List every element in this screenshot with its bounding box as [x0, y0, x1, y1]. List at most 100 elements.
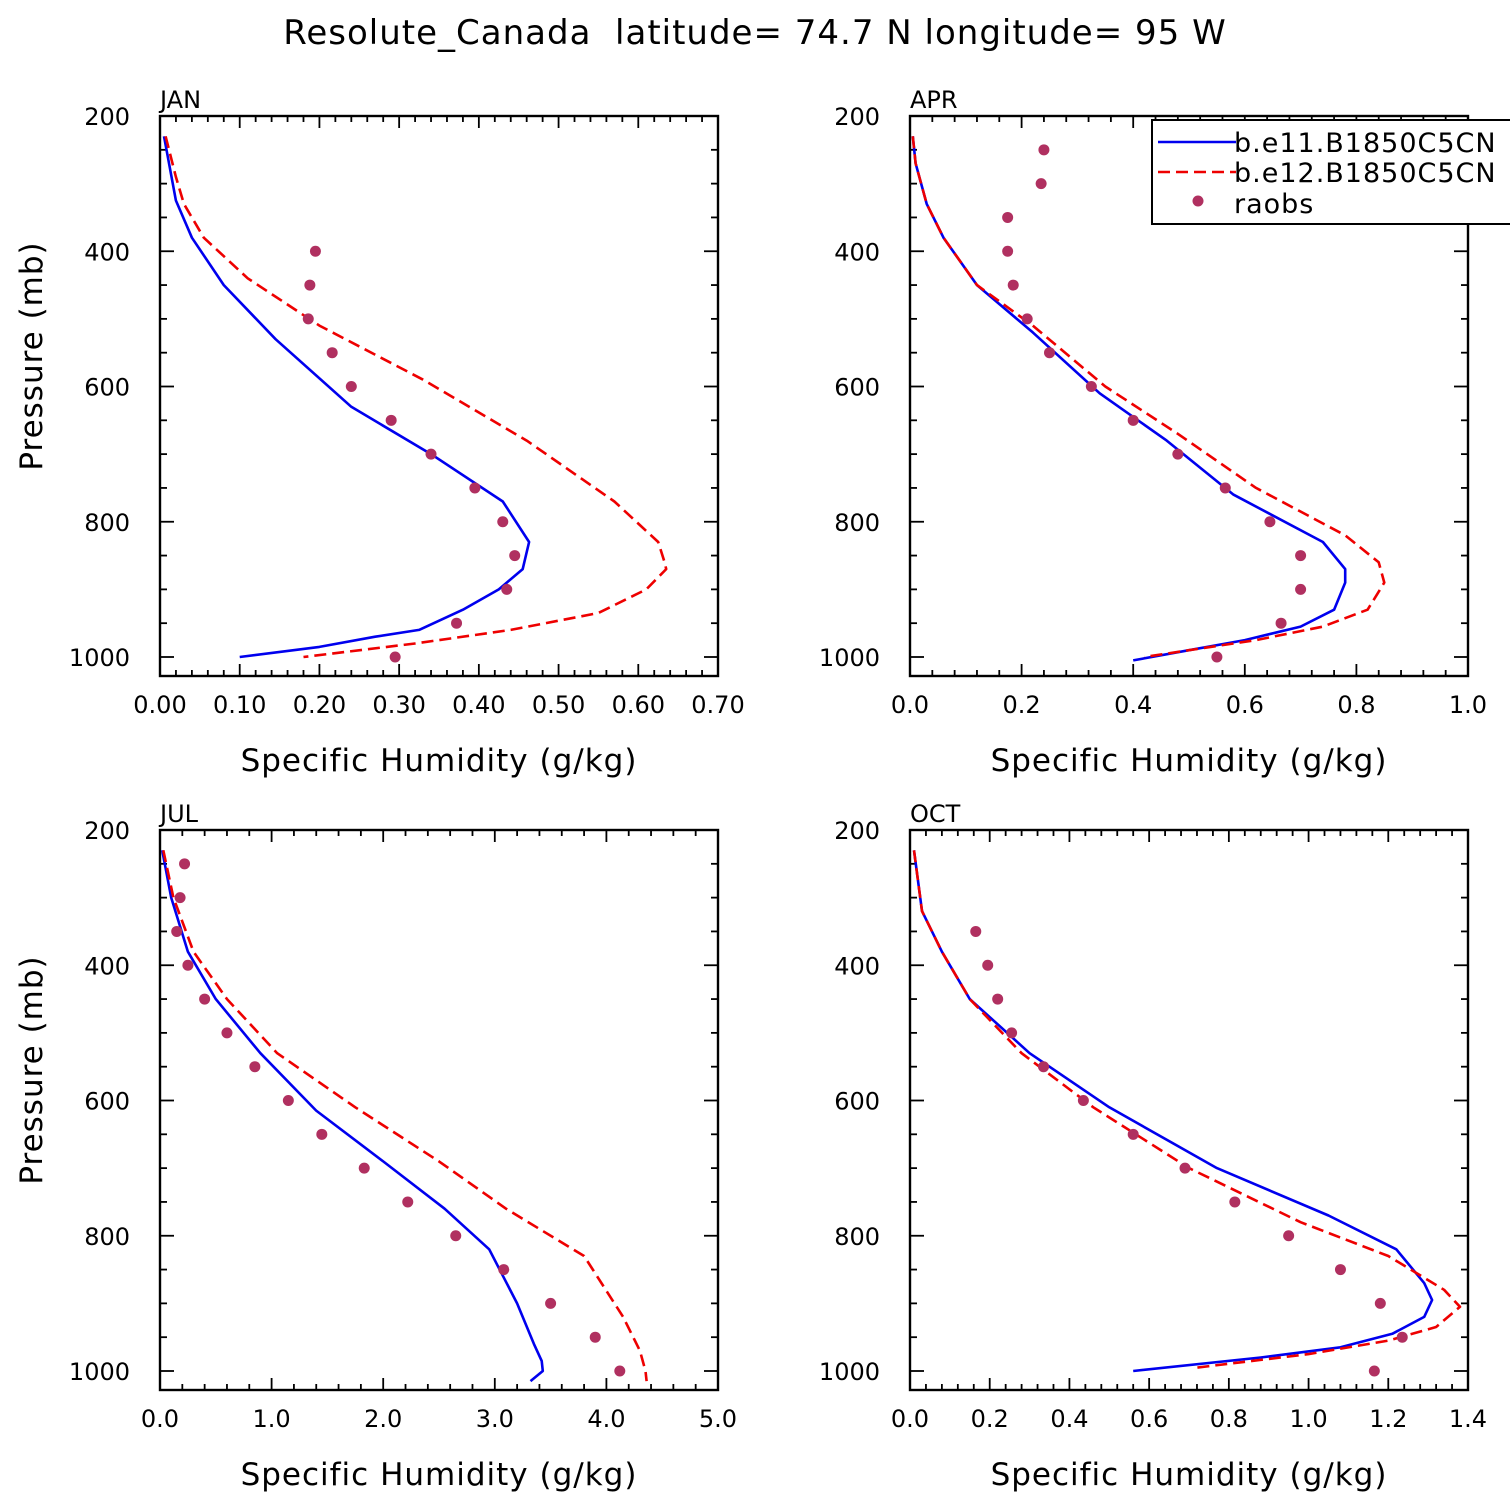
raobs-point [1021, 313, 1033, 325]
x-tick-label: 0.4 [1114, 691, 1152, 719]
y-tick-label: 200 [834, 817, 880, 845]
x-tick-label: 4.0 [587, 1405, 625, 1433]
raobs-point [1038, 1061, 1050, 1073]
x-tick-label: 0.50 [532, 691, 585, 719]
raobs-point [1077, 1095, 1089, 1106]
y-tick-label: 600 [834, 374, 880, 402]
x-tick-label: 0.30 [372, 691, 425, 719]
raobs-point [425, 448, 437, 460]
raobs-point [970, 925, 982, 937]
model-line-e12 [164, 135, 668, 659]
raobs-point [589, 1331, 601, 1343]
raobs-point [1035, 178, 1047, 190]
chart-panels: JAN 0.00 0.10 0.20 0.30 0.40 0.50 0.60 0.70 200 40… [14, 86, 1510, 1493]
x-tick-label: 0.40 [452, 691, 505, 719]
raobs-point [389, 651, 401, 663]
raobs-point [982, 959, 994, 971]
x-tick-label: 1.0 [253, 1405, 291, 1433]
model-line-e12 [911, 136, 1386, 659]
raobs-point [304, 279, 316, 291]
y-tick-label: 400 [834, 952, 880, 980]
raobs-point [1396, 1331, 1408, 1343]
raobs-point [385, 414, 397, 426]
figure-title: Resolute_Canada latitude= 74.7 N longitu… [283, 13, 1226, 53]
raobs-point [1264, 516, 1276, 528]
legend-entry-label: raobs [1234, 189, 1314, 220]
raobs-point [1172, 448, 1184, 460]
legend-entry-label: b.e12.B1850C5CN [1234, 158, 1497, 189]
x-tick-label: 0.0 [141, 1405, 179, 1433]
y-tick-label: 400 [834, 238, 880, 266]
x-tick-label: 0.60 [612, 691, 665, 719]
x-tick-label: 1.0 [1449, 691, 1487, 719]
x-tick-label: 0.20 [293, 691, 346, 719]
raobs-point [1368, 1365, 1380, 1377]
x-tick-label: 0.6 [1130, 1405, 1168, 1433]
raobs-point [501, 583, 513, 595]
raobs-point [450, 1230, 462, 1242]
legend-entry-label: b.e11.B1850C5CN [1234, 128, 1497, 159]
plot-frame [158, 828, 720, 1392]
y-tick-label: 600 [834, 1088, 880, 1116]
raobs-point [1275, 617, 1287, 629]
raobs-point [1219, 482, 1231, 494]
raobs-point [1211, 651, 1223, 663]
model-line-e12 [162, 850, 648, 1382]
raobs-point [179, 858, 191, 870]
raobs-point [1374, 1297, 1386, 1309]
x-axis-label: Specific Humidity (g/kg) [241, 743, 638, 779]
raobs-point [249, 1061, 261, 1073]
raobs-point [1002, 211, 1014, 223]
raobs-point [174, 892, 186, 904]
raobs-point [358, 1162, 370, 1174]
x-tick-label: 2.0 [364, 1405, 402, 1433]
raobs-point [1295, 583, 1307, 595]
raobs-point [316, 1128, 328, 1140]
raobs-point [302, 313, 314, 325]
raobs-point [1127, 1128, 1139, 1140]
plot-frame [158, 114, 720, 678]
x-tick-label: 0.8 [1337, 691, 1375, 719]
x-tick-label: 3.0 [476, 1405, 514, 1433]
y-tick-label: 800 [84, 1223, 130, 1251]
x-tick-label: 0.70 [691, 691, 744, 719]
raobs-point [1007, 279, 1019, 291]
raobs-point [614, 1365, 626, 1377]
raobs-point [1044, 347, 1055, 359]
panel-jul: JUL 0.0 1.0 2.0 3.0 4.0 5.0 200 400 600 800 1000 Spe… [14, 800, 737, 1493]
plot-frame [908, 828, 1470, 1392]
y-axis-label: Pressure (mb) [14, 241, 50, 470]
raobs-point [497, 516, 509, 528]
panel-jan: JAN 0.00 0.10 0.20 0.30 0.40 0.50 0.60 0.70 200 40… [14, 86, 745, 779]
y-tick-label: 1000 [819, 1358, 880, 1386]
raobs-point [1283, 1230, 1295, 1242]
y-tick-label: 800 [834, 509, 880, 537]
plot-frame [908, 114, 1470, 678]
raobs-point [498, 1264, 510, 1276]
x-tick-label: 5.0 [699, 1405, 737, 1433]
raobs-point [402, 1196, 414, 1208]
raobs-point [1179, 1162, 1191, 1174]
y-tick-label: 1000 [819, 644, 880, 672]
y-tick-label: 200 [84, 103, 130, 131]
raobs-point [469, 482, 481, 494]
raobs-point [451, 617, 463, 629]
raobs-point [309, 245, 321, 257]
y-tick-label: 1000 [69, 1358, 130, 1386]
model-line-e11 [912, 850, 1434, 1373]
y-tick-label: 200 [834, 103, 880, 131]
raobs-point [1127, 414, 1139, 426]
raobs-point [1006, 1027, 1018, 1039]
y-tick-label: 400 [84, 238, 130, 266]
x-tick-label: 0.4 [1050, 1405, 1088, 1433]
raobs-point [182, 959, 194, 971]
raobs-point [1002, 245, 1014, 257]
x-tick-label: 0.6 [1226, 691, 1264, 719]
x-axis-label: Specific Humidity (g/kg) [241, 1457, 638, 1493]
panel-label: APR [910, 86, 958, 114]
raobs-point [992, 993, 1004, 1005]
model-line-e11 [162, 136, 531, 659]
y-tick-label: 1000 [69, 644, 130, 672]
